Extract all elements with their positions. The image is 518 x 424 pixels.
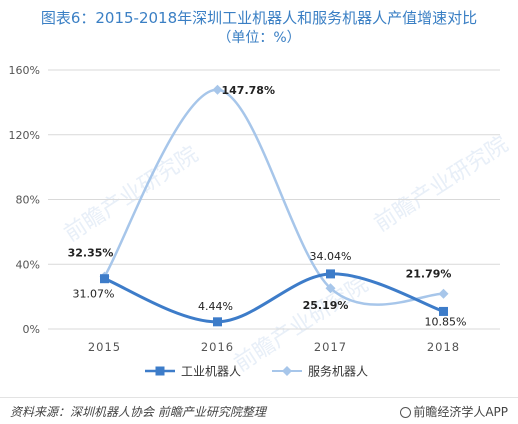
service-data-label: 25.19% bbox=[303, 299, 349, 312]
industrial-data-label: 10.85% bbox=[425, 315, 467, 328]
industrial-data-label: 31.07% bbox=[73, 288, 115, 301]
series-lines bbox=[103, 88, 445, 324]
x-axis-ticks: 2015 2016 2017 2018 bbox=[88, 340, 460, 354]
service-marker bbox=[212, 84, 223, 95]
series-markers bbox=[99, 84, 449, 327]
y-tick-label: 120% bbox=[9, 129, 40, 142]
industrial-marker bbox=[439, 306, 448, 316]
chart-title: 图表6：2015-2018年深圳工业机器人和服务机器人产值增速对比 bbox=[40, 9, 478, 27]
footer-bar: 资料来源：深圳机器人协会 前瞻产业研究院整理 前瞻经济学人APP bbox=[0, 397, 518, 424]
x-tick-label: 2016 bbox=[201, 340, 234, 354]
industrial-marker bbox=[100, 274, 109, 284]
service-marker bbox=[325, 283, 336, 294]
legend-label: 工业机器人 bbox=[181, 365, 241, 379]
service-line bbox=[103, 88, 445, 306]
y-axis-ticks: 0% 40% 80% 120% 160% bbox=[9, 64, 40, 336]
source-note: 资料来源：深圳机器人协会 前瞻产业研究院整理 bbox=[10, 405, 266, 419]
x-tick-label: 2015 bbox=[88, 340, 121, 354]
watermark-text: 前瞻产业研究院 bbox=[60, 142, 203, 247]
x-tick-label: 2018 bbox=[427, 340, 460, 354]
industrial-data-label: 34.04% bbox=[310, 250, 352, 263]
y-tick-label: 160% bbox=[9, 64, 40, 77]
brand-logo-icon bbox=[400, 407, 412, 418]
y-tick-label: 80% bbox=[16, 194, 40, 207]
service-data-label: 32.35% bbox=[68, 247, 114, 260]
legend-square-marker-icon bbox=[155, 366, 165, 376]
chart-subtitle: （单位：%） bbox=[217, 30, 301, 46]
data-labels: 31.07% 4.44% 34.04% 10.85% 32.35% 147.78% 25.1… bbox=[68, 84, 467, 329]
y-tick-label: 40% bbox=[16, 258, 40, 271]
grid-lines bbox=[48, 69, 500, 330]
x-tick-label: 2017 bbox=[314, 340, 347, 354]
brand-label: 前瞻经济学人APP bbox=[413, 405, 508, 419]
service-data-label: 147.78% bbox=[222, 84, 275, 97]
brand-credit: 前瞻经济学人APP bbox=[400, 403, 508, 420]
legend-diamond-marker-icon bbox=[282, 366, 292, 376]
industrial-line bbox=[103, 272, 445, 324]
watermark-text: 前瞻产业研究院 bbox=[370, 132, 513, 237]
service-marker bbox=[438, 288, 449, 299]
chart-legend: 工业机器人 服务机器人 bbox=[145, 364, 368, 379]
watermark-text: 前瞻产业研究院 bbox=[230, 272, 373, 377]
industrial-data-label: 4.44% bbox=[198, 300, 233, 313]
industrial-marker bbox=[213, 317, 222, 327]
service-data-label: 21.79% bbox=[406, 268, 452, 281]
y-tick-label: 0% bbox=[23, 323, 40, 336]
legend-label: 服务机器人 bbox=[308, 364, 368, 379]
industrial-marker bbox=[326, 269, 335, 279]
